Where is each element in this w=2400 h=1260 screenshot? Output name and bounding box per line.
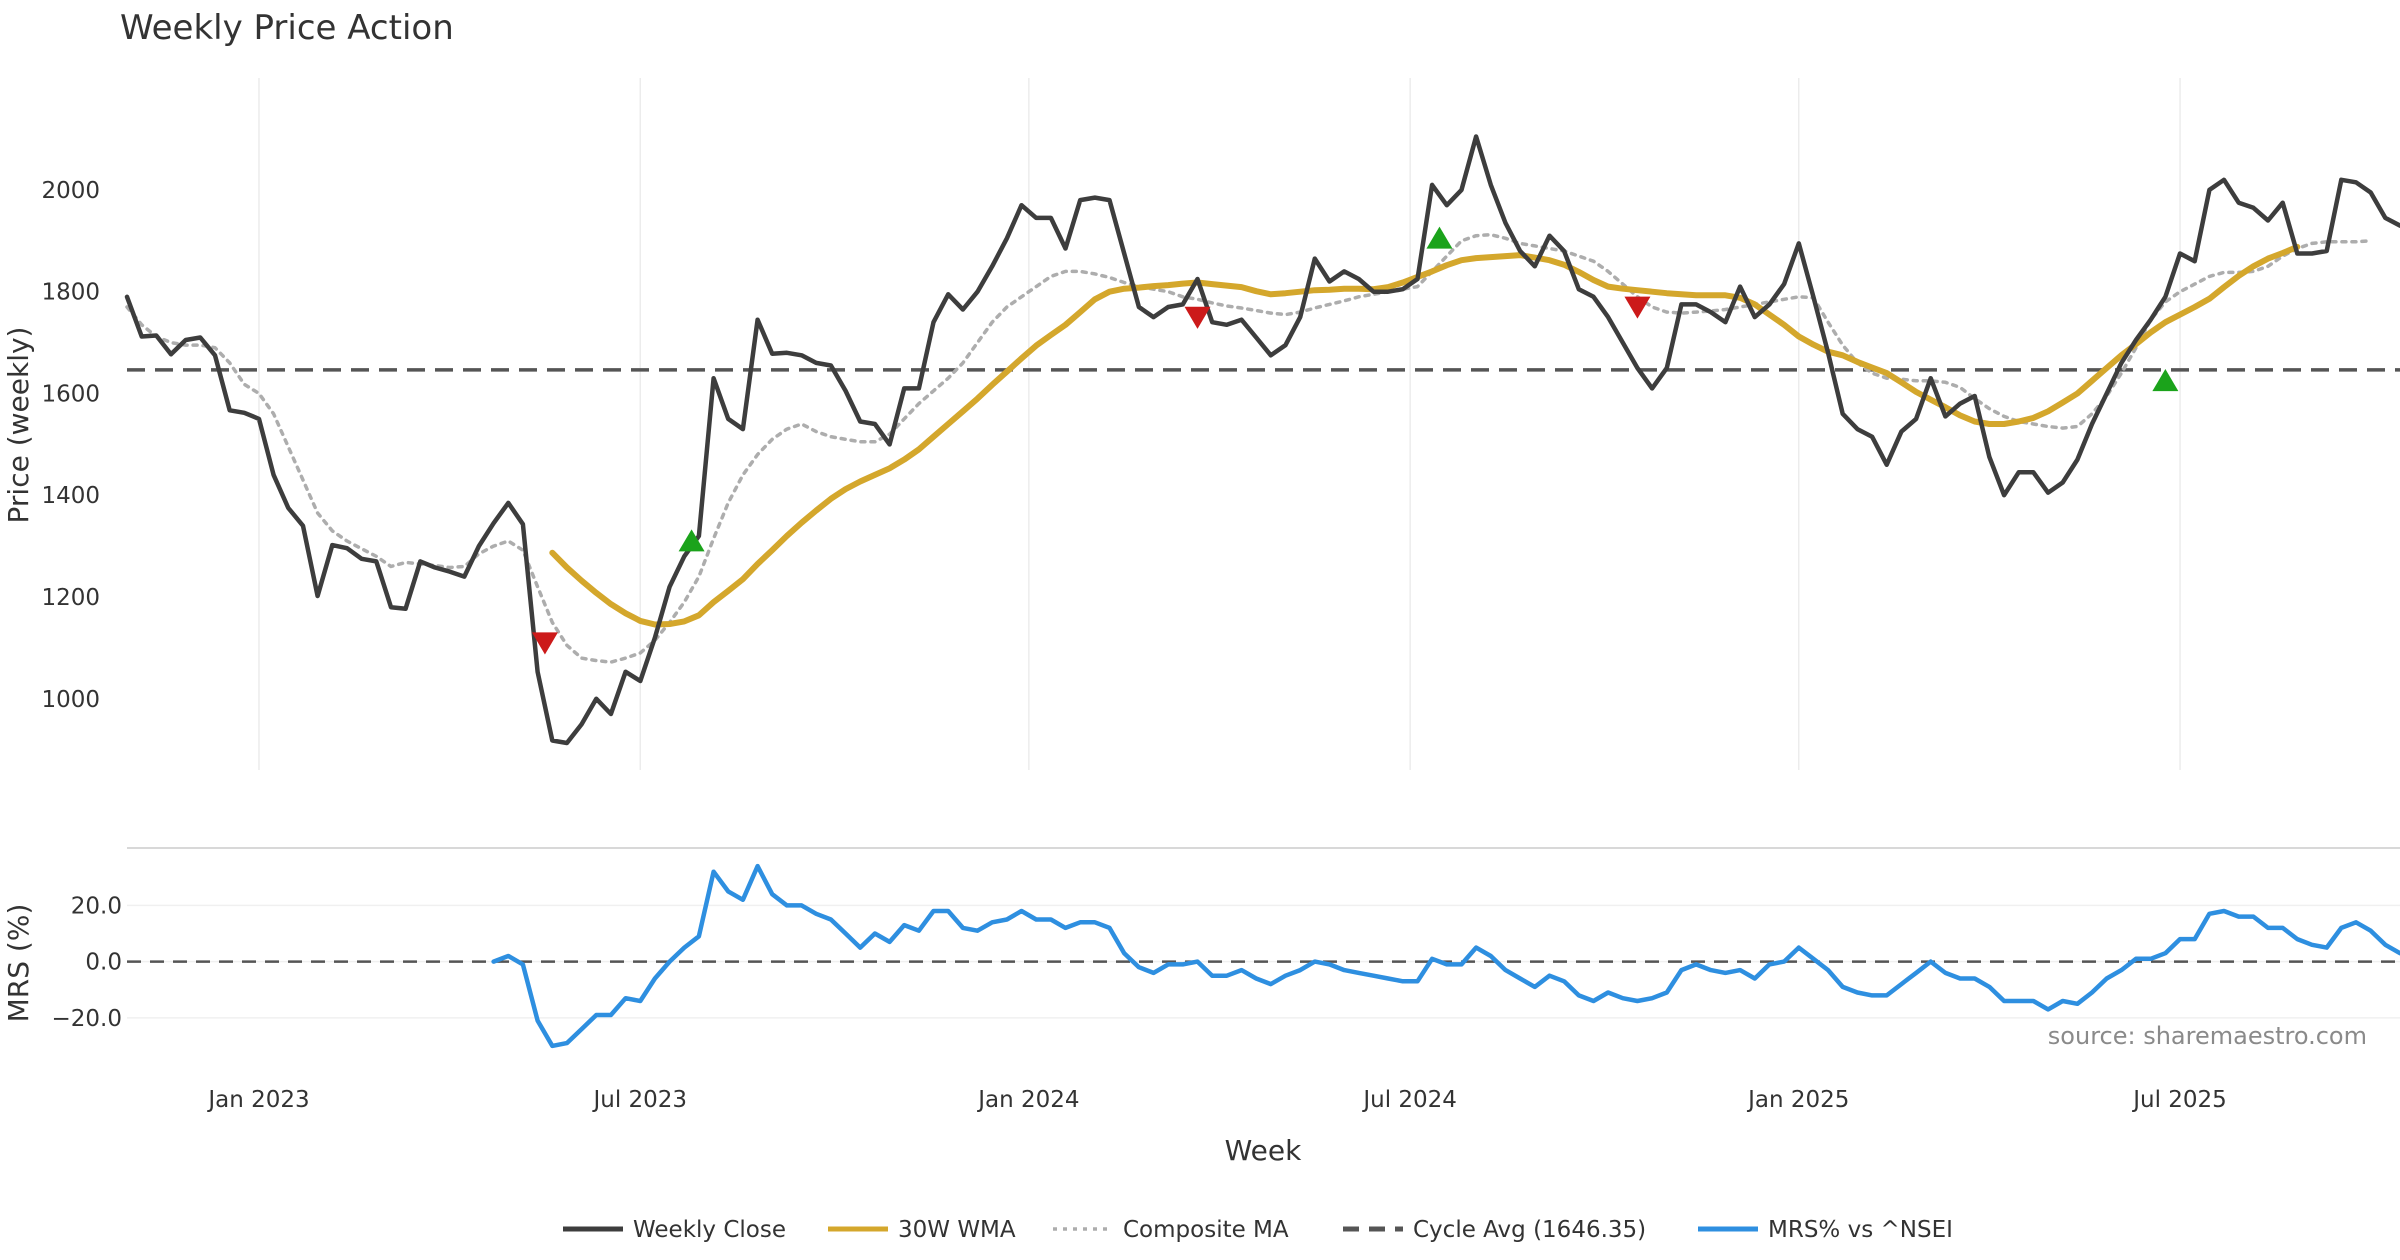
price-y-tick-label: 1600 — [41, 381, 100, 407]
price-y-tick-label: 1000 — [41, 687, 100, 713]
x-tick-label: Jan 2023 — [206, 1087, 309, 1113]
legend-label: MRS% vs ^NSEI — [1768, 1217, 1953, 1243]
buy-signal-marker — [2152, 369, 2179, 392]
legend-label: Composite MA — [1123, 1217, 1289, 1243]
price-series-layer — [124, 134, 2400, 746]
x-tick-label: Jan 2025 — [1746, 1087, 1849, 1113]
source-credit: source: sharemaestro.com — [2048, 1022, 2367, 1050]
sell-signal-marker — [531, 632, 558, 655]
weekly-close-line — [124, 134, 2400, 746]
price-y-tick-label: 1400 — [41, 483, 100, 509]
signal-markers — [531, 226, 2179, 655]
buy-signal-marker — [1426, 226, 1453, 249]
mrs-y-axis-label: MRS (%) — [2, 904, 35, 1023]
price-y-ticks: 1000 1200 1400 1600 1800 2000 — [41, 178, 100, 713]
legend-label: 30W WMA — [898, 1217, 1016, 1243]
buy-signal-marker — [678, 529, 705, 552]
price-gridlines — [258, 78, 2181, 770]
x-axis-label: Week — [1225, 1134, 1302, 1167]
x-ticks: Jan 2023 Jul 2023 Jan 2024 Jul 2024 Jan 2025… — [206, 1087, 2227, 1113]
sell-signal-marker — [1624, 296, 1651, 319]
mrs-line — [491, 863, 2400, 1049]
30w-wma-line — [549, 243, 2301, 628]
mrs-series-layer — [127, 863, 2400, 1049]
x-tick-label: Jan 2024 — [976, 1087, 1079, 1113]
x-tick-label: Jul 2025 — [2131, 1087, 2227, 1113]
price-y-axis-label: Price (weekly) — [2, 327, 35, 524]
chart-title: Weekly Price Action — [120, 8, 454, 48]
mrs-y-tick-label: 20.0 — [71, 893, 122, 919]
legend-label: Cycle Avg (1646.35) — [1413, 1217, 1646, 1243]
legend: Weekly Close 30W WMA Composite MA Cycle Avg… — [563, 1217, 1953, 1243]
mrs-y-ticks: −20.0 0.0 20.0 — [52, 893, 122, 1031]
price-y-tick-label: 2000 — [41, 178, 100, 204]
mrs-y-tick-label: −20.0 — [52, 1006, 122, 1032]
price-y-tick-label: 1800 — [41, 280, 100, 306]
sell-signal-marker — [1184, 306, 1211, 329]
x-tick-label: Jul 2024 — [1361, 1087, 1457, 1113]
legend-label: Weekly Close — [633, 1217, 786, 1243]
x-tick-label: Jul 2023 — [591, 1087, 687, 1113]
price-y-tick-label: 1200 — [41, 585, 100, 611]
mrs-y-tick-label: 0.0 — [85, 950, 122, 976]
composite-ma-line — [125, 232, 2373, 664]
